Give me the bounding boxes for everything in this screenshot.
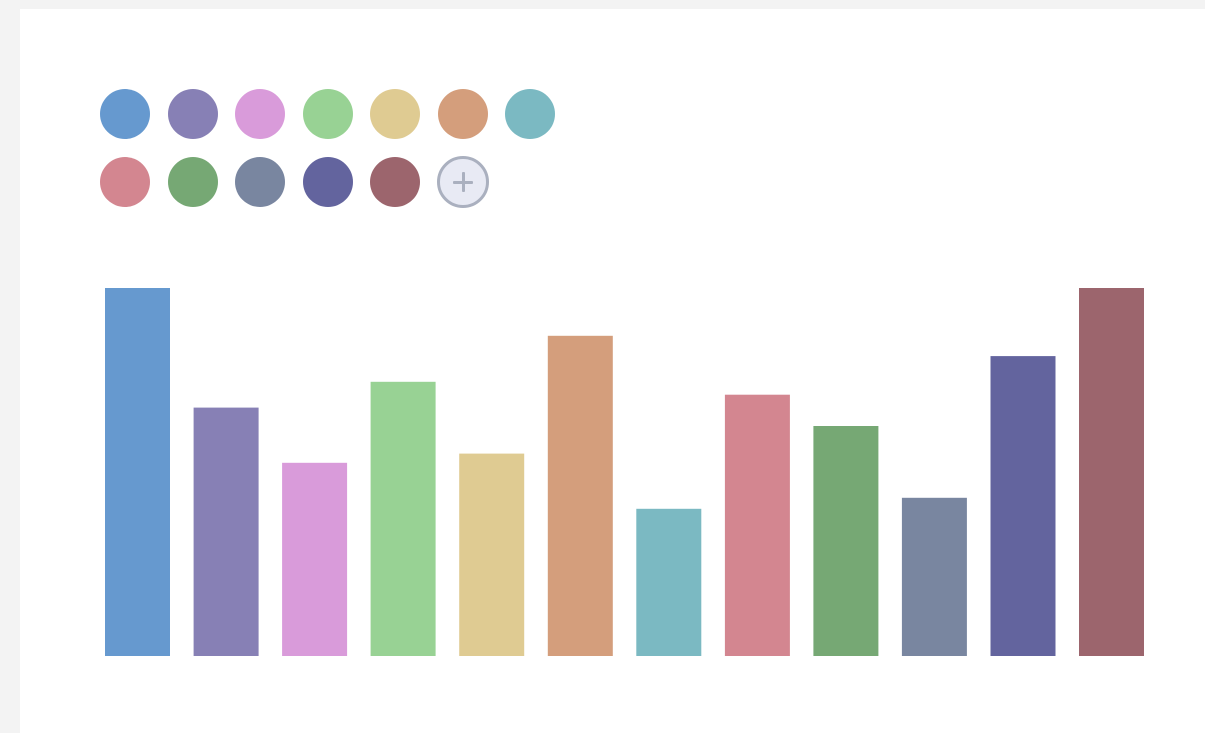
color-swatch-rose[interactable] xyxy=(100,157,150,207)
bar-9 xyxy=(813,426,879,656)
add-color-button[interactable] xyxy=(437,156,489,208)
bar-5 xyxy=(459,453,525,656)
color-swatch-teal[interactable] xyxy=(505,89,555,139)
bar-8 xyxy=(724,394,790,656)
bar-6 xyxy=(547,335,613,656)
bar-10 xyxy=(901,497,967,656)
bar-1 xyxy=(105,288,170,656)
color-swatch-slate[interactable] xyxy=(235,157,285,207)
chart-card xyxy=(20,9,1205,733)
color-swatch-dark-green[interactable] xyxy=(168,157,218,207)
color-palette xyxy=(100,89,570,219)
color-swatch-blue[interactable] xyxy=(100,89,150,139)
color-swatch-indigo[interactable] xyxy=(303,157,353,207)
bar-4 xyxy=(370,381,436,656)
color-swatch-orange[interactable] xyxy=(438,89,488,139)
color-swatch-yellow[interactable] xyxy=(370,89,420,139)
bar-11 xyxy=(990,356,1056,656)
bar-12 xyxy=(1079,288,1144,656)
bar-chart xyxy=(105,288,1144,656)
color-swatch-green[interactable] xyxy=(303,89,353,139)
color-swatch-purple[interactable] xyxy=(168,89,218,139)
bar-3 xyxy=(282,462,348,656)
plus-icon xyxy=(453,172,473,192)
bar-2 xyxy=(193,407,259,656)
color-swatch-pink[interactable] xyxy=(235,89,285,139)
color-swatch-maroon[interactable] xyxy=(370,157,420,207)
bar-7 xyxy=(636,508,702,656)
